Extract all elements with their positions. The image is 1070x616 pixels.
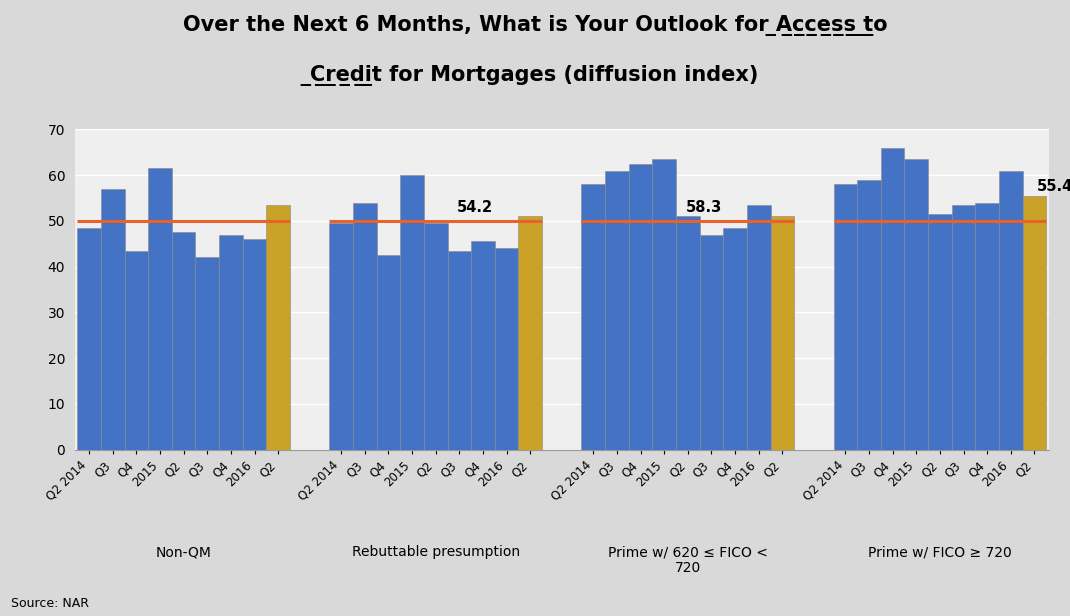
Bar <box>676 216 700 450</box>
Bar <box>881 148 904 450</box>
Text: Prime w/ FICO ≥ 720: Prime w/ FICO ≥ 720 <box>868 545 1012 559</box>
Text: Prime w/ 620 ≤ FICO <
720: Prime w/ 620 ≤ FICO < 720 <box>608 545 768 575</box>
Bar <box>424 223 447 450</box>
Bar <box>723 228 747 450</box>
Text: Over the Next 6 Months, What is Your Outlook for ̲A̲c̲c̲e̲s̲s̲ ̲t̲o: Over the Next 6 Months, What is Your Out… <box>183 15 887 36</box>
Text: 58.3: 58.3 <box>686 200 721 215</box>
Bar <box>834 184 857 450</box>
Text: Non-QM: Non-QM <box>155 545 212 559</box>
Bar <box>400 175 424 450</box>
Bar <box>770 216 794 450</box>
Bar <box>653 159 676 450</box>
Bar <box>928 214 951 450</box>
Bar <box>700 235 723 450</box>
Bar <box>77 228 101 450</box>
Bar <box>243 239 266 450</box>
Bar <box>519 216 542 450</box>
Bar <box>219 235 243 450</box>
Bar <box>857 180 881 450</box>
Bar <box>124 251 148 450</box>
Bar <box>976 203 999 450</box>
Bar <box>951 205 976 450</box>
Text: 54.2: 54.2 <box>457 200 493 215</box>
Bar <box>101 189 124 450</box>
Text: 55.4: 55.4 <box>1037 179 1070 194</box>
Bar <box>266 205 290 450</box>
Bar <box>904 159 928 450</box>
Bar <box>172 232 196 450</box>
Bar <box>471 241 494 450</box>
Text: ̲C̲r̲e̲d̲i̲t for Mortgages (diffusion index): ̲C̲r̲e̲d̲i̲t for Mortgages (diffusion in… <box>310 65 760 86</box>
Text: Rebuttable presumption: Rebuttable presumption <box>352 545 520 559</box>
Bar <box>447 251 471 450</box>
Bar <box>377 255 400 450</box>
Bar <box>148 168 172 450</box>
Bar <box>629 164 653 450</box>
Bar <box>605 171 629 450</box>
Bar <box>353 203 377 450</box>
Text: Source: NAR: Source: NAR <box>11 597 89 610</box>
Bar <box>1023 196 1046 450</box>
Bar <box>494 248 519 450</box>
Bar <box>581 184 605 450</box>
Bar <box>330 223 353 450</box>
Bar <box>196 257 219 450</box>
Bar <box>747 205 770 450</box>
Bar <box>999 171 1023 450</box>
